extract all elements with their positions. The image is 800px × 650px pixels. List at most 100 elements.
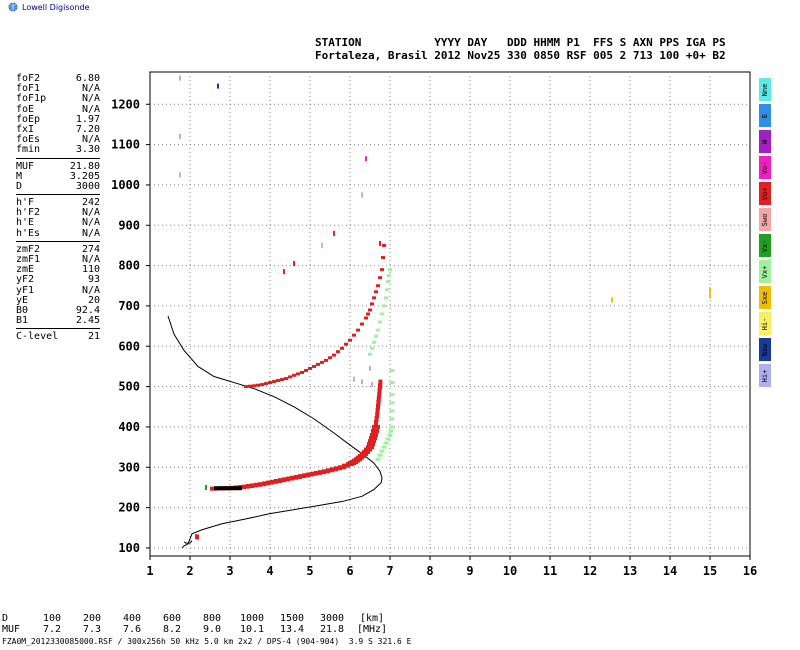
echo-point <box>333 230 335 236</box>
multihop-o-echo <box>380 268 384 272</box>
param-value: 92.4 <box>75 304 100 316</box>
o-mode-echo <box>369 436 377 441</box>
y-tick-label: 100 <box>118 541 140 555</box>
param-row: foF1p N/A <box>16 94 100 104</box>
echo-point <box>217 83 219 89</box>
o-mode-echo <box>367 442 375 447</box>
x-tick-label: 11 <box>543 564 557 578</box>
param-value: 274 <box>81 243 100 255</box>
table-cell: [km] <box>359 613 385 624</box>
echo-point <box>179 75 181 81</box>
param-row: M 3.205 <box>16 171 100 182</box>
param-value: 20 <box>87 294 100 306</box>
echo-point <box>361 192 363 198</box>
param-row: MUF 21.80 <box>16 160 100 172</box>
echo-point <box>709 293 711 299</box>
legend-item: Hi- <box>759 312 771 335</box>
table-cell: 400 <box>122 613 142 624</box>
multihop-o-echo <box>308 366 312 370</box>
o-mode-echo-upper <box>376 403 380 410</box>
multihop-o-echo <box>316 362 320 366</box>
table-cell: 21.8 <box>319 624 345 635</box>
muf-row: MUF 7.2 7.3 7.6 8.2 9.0 10.1 13.4 21.8 [MHz] <box>2 624 392 635</box>
table-cell: 100 <box>42 613 62 624</box>
param-value: N/A <box>81 103 100 115</box>
param-name: D <box>16 180 23 192</box>
legend-item: Nxw <box>759 338 771 361</box>
param-name: foEp <box>16 113 41 125</box>
param-name: yF1 <box>16 284 35 296</box>
param-name: zmF1 <box>16 254 41 265</box>
legend-label: Swo <box>761 213 769 226</box>
multihop-o-echo <box>260 383 264 387</box>
multihop-o-echo <box>340 346 344 350</box>
param-value: 21.80 <box>69 160 100 172</box>
x-mode-echo <box>389 425 395 429</box>
echo-point <box>361 379 363 385</box>
param-name: h'F <box>16 197 35 209</box>
multihop-o-echo <box>288 375 292 379</box>
multihop-x-echo <box>387 274 391 278</box>
param-name: zmE <box>16 264 35 276</box>
multihop-o-echo <box>244 385 248 389</box>
x-mode-echo <box>381 445 387 449</box>
echo-point <box>197 534 199 540</box>
param-value: N/A <box>81 83 100 95</box>
legend-item: Vx+ <box>759 260 771 283</box>
param-row: yE 20 <box>16 294 100 306</box>
file-info-footer: FZA0M_2012330085000.RSF / 300x256h 50 kH… <box>2 637 412 646</box>
multihop-o-echo <box>304 368 308 372</box>
x-mode-echo <box>389 409 395 413</box>
x-mode-echo <box>385 437 391 441</box>
echo-point <box>369 365 371 371</box>
y-tick-label: 500 <box>118 380 140 394</box>
param-row: h'F 242 <box>16 197 100 209</box>
param-row: zmF1 N/A <box>16 254 100 265</box>
lowell-logo: Lowell Digisonde <box>8 2 89 12</box>
legend-label: Vx+ <box>761 265 769 278</box>
param-value: 7.20 <box>75 123 100 135</box>
echo-point <box>179 172 181 178</box>
multihop-x-echo <box>384 296 388 300</box>
table-cell: 200 <box>82 613 102 624</box>
echo-point <box>709 287 711 293</box>
param-value: 110 <box>81 264 100 276</box>
muf-table: D 100 200 400 600 800 1000 1500 3000 [km] MUF 7.2 7… <box>2 613 392 635</box>
x-mode-echo <box>387 433 393 437</box>
o-mode-echo-upper <box>376 399 381 406</box>
multihop-o-echo <box>366 312 370 316</box>
echo-point <box>371 382 373 388</box>
echo-point <box>365 156 367 162</box>
table-cell: 7.3 <box>82 624 102 635</box>
param-name: yE <box>16 294 29 306</box>
table-cell: 8.2 <box>162 624 182 635</box>
param-value: N/A <box>81 207 100 219</box>
param-name: fxI <box>16 123 35 135</box>
param-value: 242 <box>81 197 100 209</box>
multihop-o-echo <box>382 243 386 247</box>
header-line-2: Fortaleza, Brasil 2012 Nov25 330 0850 RS… <box>315 49 726 62</box>
multihop-o-echo <box>352 333 356 337</box>
param-row: B1 2.45 <box>16 315 100 326</box>
multihop-x-echo <box>370 346 374 350</box>
x-tick-label: 3 <box>226 564 233 578</box>
param-name: foF1p <box>16 93 47 105</box>
x-tick-label: 1 <box>146 564 153 578</box>
multihop-o-echo <box>372 296 376 300</box>
param-value: 3000 <box>75 180 100 192</box>
multihop-x-echo <box>382 304 386 308</box>
plot-frame <box>149 71 751 557</box>
param-row: h'F2 N/A <box>16 208 100 218</box>
y-tick-label: 400 <box>118 420 140 434</box>
legend-item: Vx- <box>759 234 771 257</box>
o-mode-echo-upper <box>377 387 382 394</box>
param-value: 6.80 <box>75 73 100 84</box>
x-mode-echo <box>379 449 385 453</box>
legend-item: Hi+ <box>759 364 771 387</box>
globe-icon <box>8 2 18 12</box>
table-cell: 9.0 <box>202 624 222 635</box>
y-tick-label: 1200 <box>111 97 140 111</box>
multihop-o-echo <box>276 379 280 383</box>
legend-label: Vx- <box>761 239 769 252</box>
